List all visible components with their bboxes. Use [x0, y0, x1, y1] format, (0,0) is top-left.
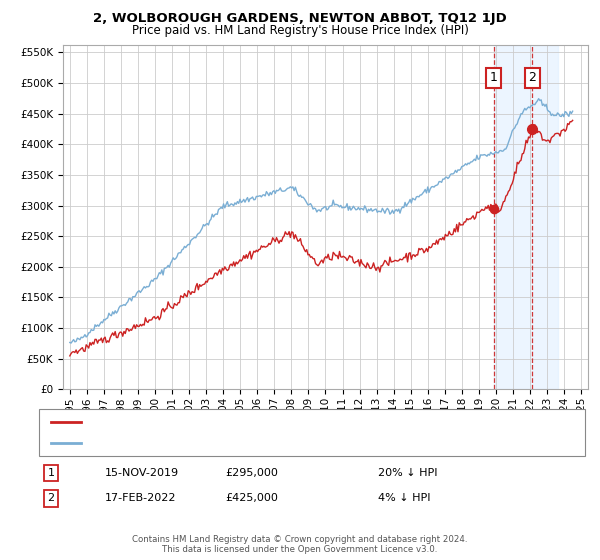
Text: 2: 2 — [528, 71, 536, 84]
Text: £295,000: £295,000 — [226, 468, 278, 478]
Text: Contains HM Land Registry data © Crown copyright and database right 2024.
This d: Contains HM Land Registry data © Crown c… — [132, 535, 468, 554]
Bar — [494, 45, 557, 389]
Text: 17-FEB-2022: 17-FEB-2022 — [105, 493, 176, 503]
Text: 2, WOLBOROUGH GARDENS, NEWTON ABBOT, TQ12 1JD (detached house): 2, WOLBOROUGH GARDENS, NEWTON ABBOT, TQ1… — [84, 417, 473, 427]
Text: £425,000: £425,000 — [226, 493, 278, 503]
Text: HPI: Average price, detached house, Teignbridge: HPI: Average price, detached house, Teig… — [84, 438, 338, 448]
Text: 4% ↓ HPI: 4% ↓ HPI — [378, 493, 431, 503]
Text: 20% ↓ HPI: 20% ↓ HPI — [378, 468, 437, 478]
Text: 2, WOLBOROUGH GARDENS, NEWTON ABBOT, TQ12 1JD: 2, WOLBOROUGH GARDENS, NEWTON ABBOT, TQ1… — [93, 12, 507, 25]
Text: 1: 1 — [47, 468, 55, 478]
Text: 2: 2 — [47, 493, 55, 503]
Text: 15-NOV-2019: 15-NOV-2019 — [105, 468, 179, 478]
Text: Price paid vs. HM Land Registry's House Price Index (HPI): Price paid vs. HM Land Registry's House … — [131, 24, 469, 37]
Text: 1: 1 — [490, 71, 498, 84]
